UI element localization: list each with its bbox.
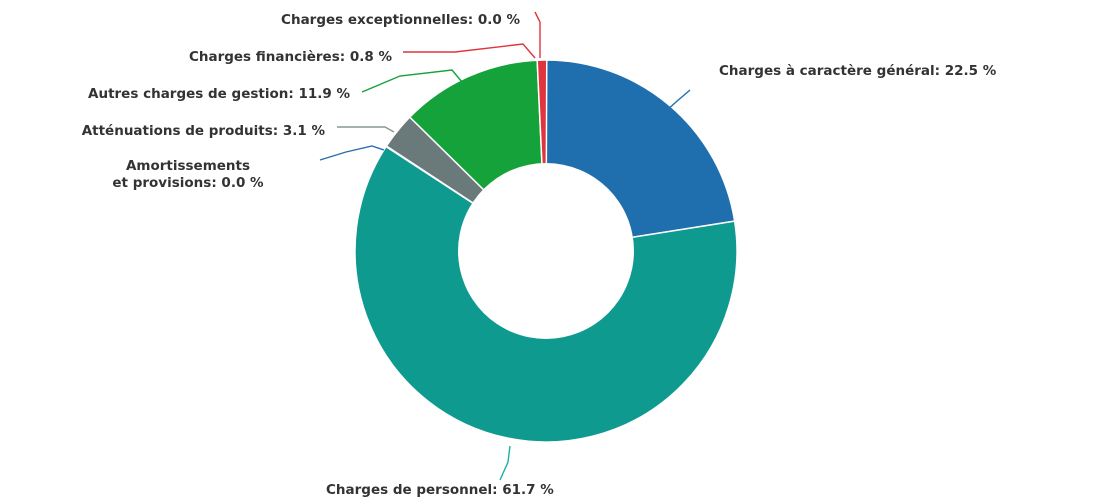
leaders-layer (319, 11, 691, 481)
label-charges-financieres: Charges financières: 0.8 % (189, 49, 393, 65)
label-line-amortissements-et-provisions-1: Amortissements (126, 158, 250, 174)
leader-line-charges-exceptionnelles (534, 11, 541, 58)
labels-layer: Charges à caractère général: 22.5 % Charg… (82, 12, 997, 498)
donut-hole (458, 163, 634, 339)
label-line-amortissements-et-provisions-2: et provisions: 0.0 % (112, 175, 264, 191)
label-attenuations-de-produits: Atténuations de produits: 3.1 % (82, 123, 326, 139)
leader-line-charges-financieres (403, 43, 536, 59)
label-line-autres-charges-de-gestion-1: Autres charges de gestion: 11.9 % (88, 86, 350, 102)
leader-line-charges-de-personnel (499, 445, 511, 481)
label-autres-charges-de-gestion: Autres charges de gestion: 11.9 % (88, 86, 350, 102)
label-line-charges-de-personnel-1: Charges de personnel: 61.7 % (326, 482, 554, 498)
leader-line-amortissements-et-provisions (319, 145, 385, 161)
label-line-charges-financieres-1: Charges financières: 0.8 % (189, 49, 393, 65)
label-charges-de-personnel: Charges de personnel: 61.7 % (326, 482, 554, 498)
leader-line-charges-a-caractere-general (664, 89, 691, 113)
label-line-charges-exceptionnelles-1: Charges exceptionnelles: 0.0 % (281, 12, 520, 28)
label-charges-exceptionnelles: Charges exceptionnelles: 0.0 % (281, 12, 520, 28)
label-line-charges-a-caractere-general-1: Charges à caractère général: 22.5 % (719, 63, 997, 79)
leader-line-attenuations-de-produits (337, 126, 395, 133)
label-line-attenuations-de-produits-1: Atténuations de produits: 3.1 % (82, 123, 326, 139)
label-charges-a-caractere-general: Charges à caractère général: 22.5 % (719, 63, 997, 79)
leader-line-autres-charges-de-gestion (361, 69, 463, 93)
label-amortissements-et-provisions: Amortissements et provisions: 0.0 % (112, 158, 264, 191)
